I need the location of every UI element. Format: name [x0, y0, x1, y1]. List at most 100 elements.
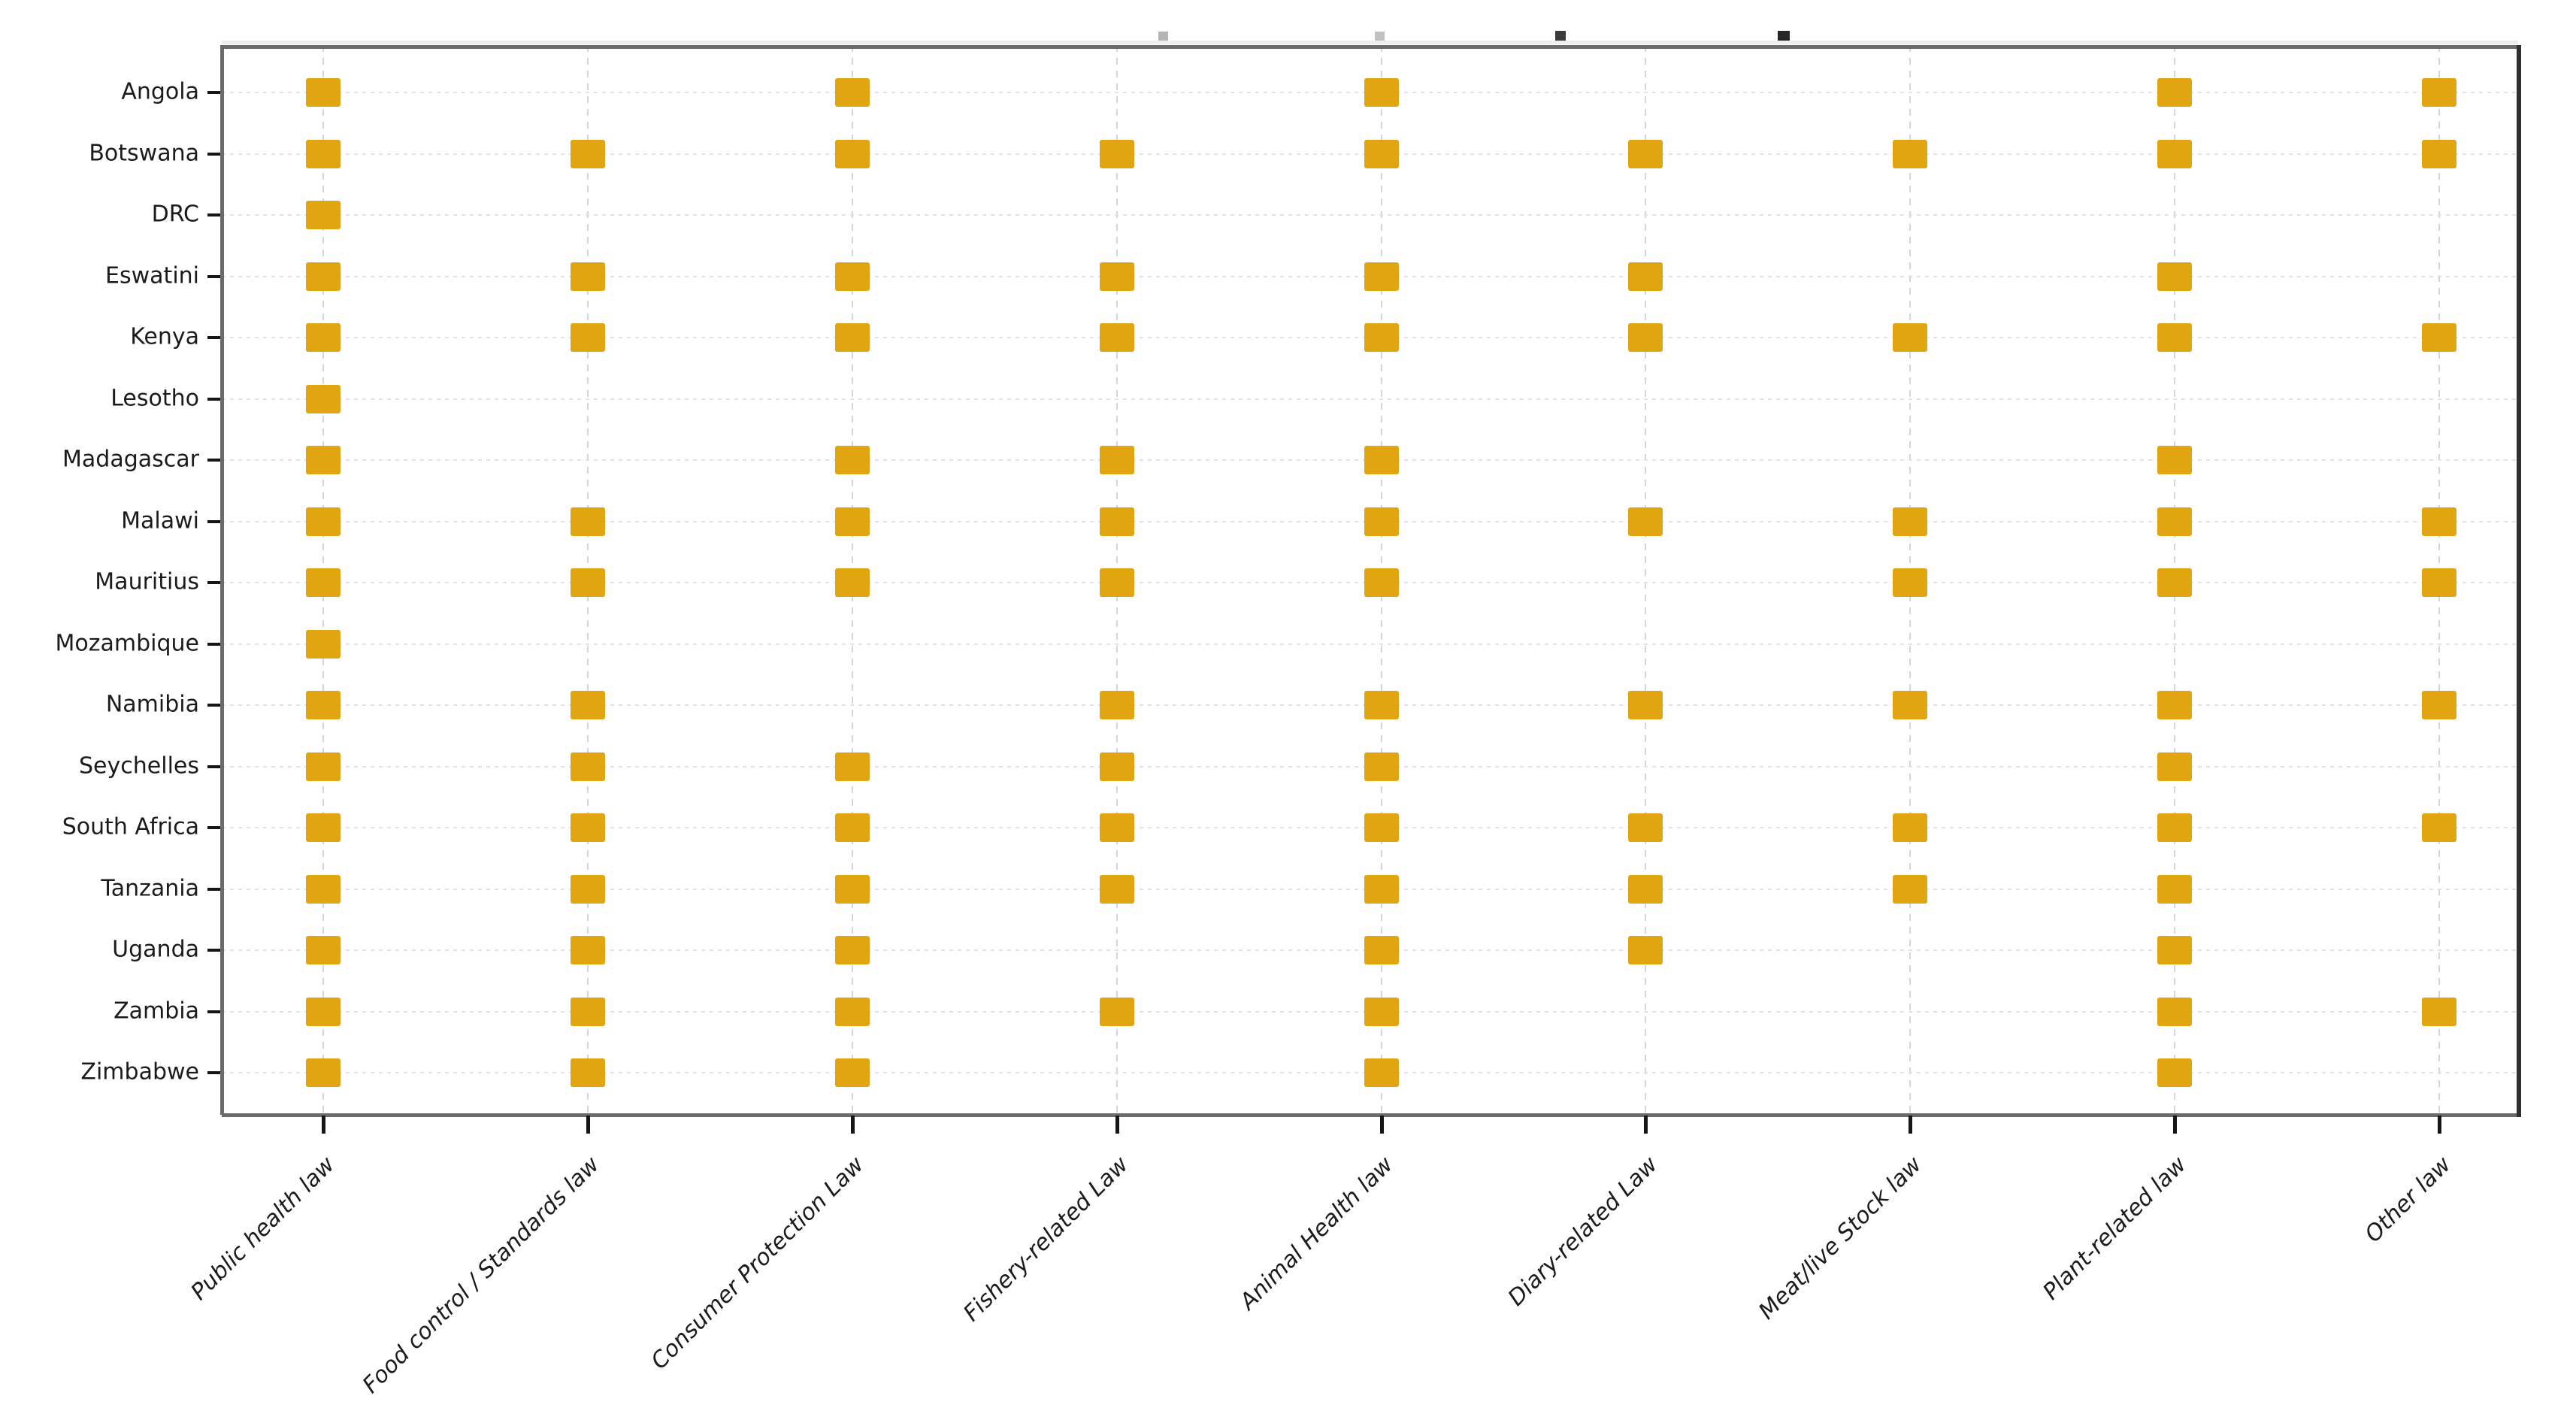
data-marker — [1099, 262, 1134, 291]
x-axis-tick — [586, 1116, 590, 1134]
data-marker — [1893, 507, 1928, 536]
x-axis-label: Meat/live Stock law — [1754, 1151, 1927, 1325]
data-marker — [1364, 813, 1399, 842]
x-axis-tick — [1115, 1116, 1119, 1134]
data-marker — [2157, 78, 2193, 107]
x-axis-label: Other law — [2360, 1151, 2456, 1248]
y-axis-label: Seychelles — [79, 752, 199, 779]
data-marker — [570, 691, 605, 719]
data-marker — [570, 997, 605, 1026]
data-marker — [2422, 997, 2456, 1026]
data-marker — [2422, 78, 2456, 107]
data-marker — [834, 813, 870, 842]
data-marker — [1364, 139, 1399, 168]
data-marker — [1099, 139, 1134, 168]
data-marker — [306, 507, 341, 536]
plot-bottom-spine — [222, 1113, 2518, 1117]
y-axis-label: Eswatini — [105, 262, 199, 289]
y-axis-label: Angola — [121, 78, 199, 105]
data-marker — [834, 139, 870, 168]
data-marker — [306, 691, 341, 719]
y-axis-label: Lesotho — [110, 384, 199, 411]
y-axis-tick — [207, 887, 220, 891]
data-marker — [306, 139, 341, 168]
data-marker — [2157, 752, 2193, 781]
data-marker — [570, 813, 605, 842]
x-axis-tick — [850, 1116, 855, 1134]
data-marker — [2422, 323, 2456, 352]
data-marker — [1099, 813, 1134, 842]
plot-right-spine — [2517, 45, 2521, 1117]
data-marker — [1893, 691, 1928, 719]
data-marker — [1628, 507, 1663, 536]
data-marker — [570, 568, 605, 597]
x-axis-label: Plant-related law — [2038, 1151, 2192, 1306]
data-marker — [570, 752, 605, 781]
data-marker — [1364, 568, 1399, 597]
x-axis-label: Food control / Standards law — [357, 1151, 605, 1399]
data-marker — [1628, 813, 1663, 842]
data-marker — [2422, 813, 2456, 842]
data-marker — [570, 936, 605, 964]
y-axis-tick — [207, 459, 220, 462]
y-axis-tick — [207, 152, 220, 156]
cropped-title-fragment — [1375, 32, 1385, 41]
y-axis-tick — [207, 949, 220, 952]
y-axis-tick — [207, 704, 220, 707]
data-marker — [306, 936, 341, 964]
data-marker — [306, 78, 341, 107]
data-marker — [570, 323, 605, 352]
data-marker — [834, 874, 870, 904]
data-marker — [1893, 874, 1928, 904]
x-axis-label: Consumer Protection Law — [646, 1151, 870, 1375]
data-marker — [2157, 568, 2193, 597]
y-axis-tick — [207, 764, 220, 768]
y-axis-label: Mauritius — [95, 568, 199, 595]
y-axis-label: Uganda — [112, 936, 199, 963]
x-axis-label: Diary-related Law — [1503, 1151, 1663, 1312]
gridline-horizontal — [222, 214, 2518, 216]
x-axis-label: Public health law — [186, 1151, 341, 1306]
data-marker — [1099, 568, 1134, 597]
data-marker — [1893, 139, 1928, 168]
data-marker — [1364, 691, 1399, 719]
y-axis-tick — [207, 1010, 220, 1013]
y-axis-tick — [207, 397, 220, 401]
data-marker — [1364, 446, 1399, 474]
data-marker — [2157, 691, 2193, 719]
data-marker — [570, 262, 605, 291]
gridline-horizontal — [222, 643, 2518, 645]
data-marker — [834, 752, 870, 781]
y-axis-label: Tanzania — [101, 874, 199, 901]
data-marker — [834, 568, 870, 597]
x-axis-label: Animal Health law — [1234, 1151, 1399, 1316]
data-marker — [2422, 507, 2456, 536]
y-axis-label: Mozambique — [55, 629, 199, 656]
y-axis-tick — [207, 274, 220, 278]
data-marker — [1364, 752, 1399, 781]
data-marker — [2422, 568, 2456, 597]
y-axis-label: Madagascar — [62, 446, 199, 473]
data-marker — [1099, 997, 1134, 1026]
data-marker — [1364, 997, 1399, 1026]
y-axis-label: Kenya — [130, 323, 199, 350]
data-marker — [834, 997, 870, 1026]
gridline-horizontal — [222, 398, 2518, 400]
data-marker — [834, 507, 870, 536]
data-marker — [1099, 752, 1134, 781]
data-marker — [570, 507, 605, 536]
data-marker — [1628, 323, 1663, 352]
y-axis-tick — [207, 519, 220, 523]
y-axis-tick — [207, 213, 220, 216]
data-marker — [1099, 874, 1134, 904]
data-marker — [306, 874, 341, 904]
y-axis-tick — [207, 336, 220, 339]
gridline-vertical — [1645, 45, 1647, 1115]
data-marker — [306, 1058, 341, 1087]
data-marker — [834, 936, 870, 964]
data-marker — [1364, 507, 1399, 536]
data-marker — [834, 78, 870, 107]
data-marker — [1628, 262, 1663, 291]
data-marker — [2157, 813, 2193, 842]
